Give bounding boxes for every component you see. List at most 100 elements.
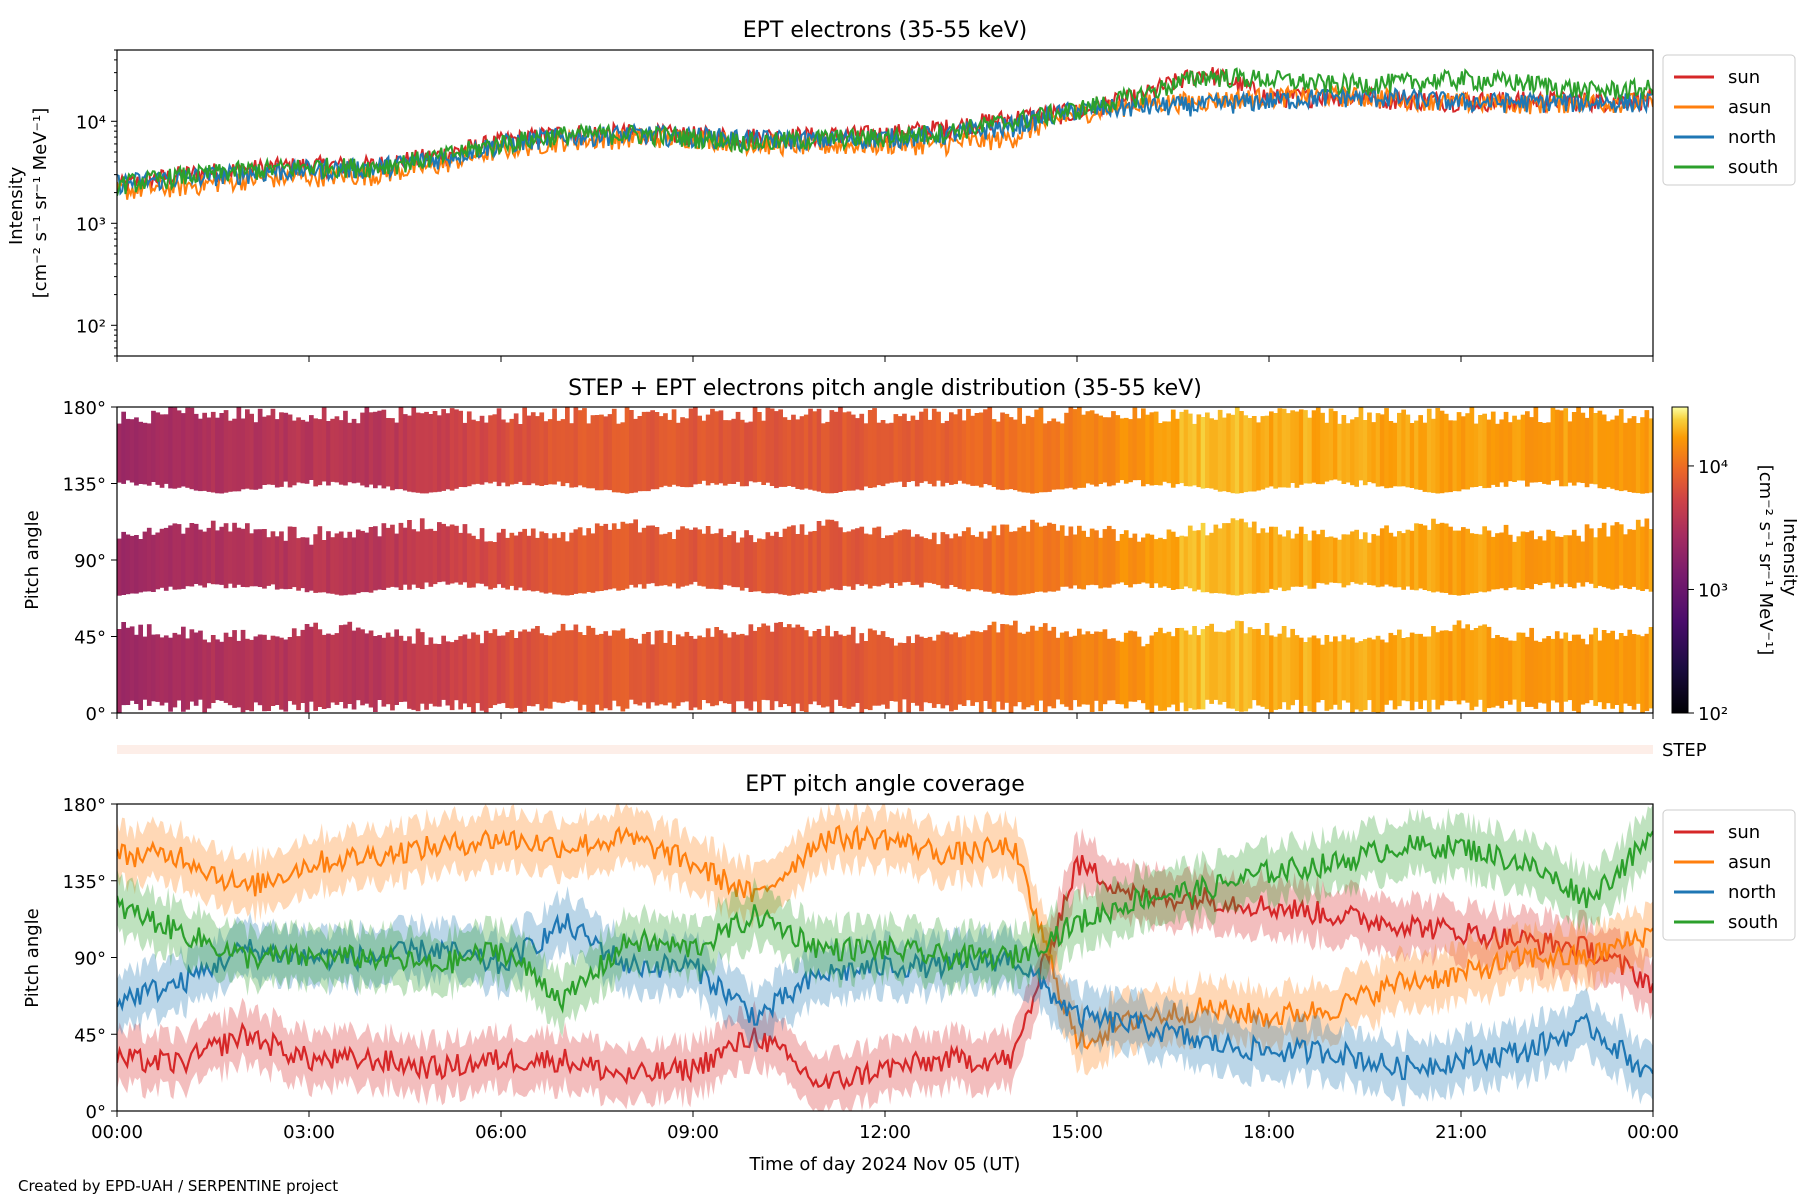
heatmap-cell	[249, 639, 254, 712]
heatmap-cell	[1200, 417, 1206, 489]
heatmap-cell	[1414, 633, 1419, 702]
heatmap-cell	[833, 411, 839, 493]
heatmap-cell	[1635, 634, 1641, 704]
heatmap-cell	[1435, 408, 1441, 494]
heatmap-cell	[1264, 623, 1270, 710]
heatmap-cell	[1554, 409, 1560, 481]
heatmap-cell	[330, 634, 335, 703]
heatmap-cell	[1217, 631, 1223, 705]
coverage-legend-label-sun: sun	[1728, 822, 1760, 843]
heatmap-cell	[1388, 632, 1394, 701]
heatmap-cell	[518, 631, 523, 713]
heatmap-cell	[573, 407, 579, 488]
heatmap-cell	[1222, 523, 1227, 594]
heatmap-cell	[1187, 525, 1193, 589]
heatmap-cell	[543, 533, 549, 594]
heatmap-cell	[582, 535, 587, 594]
heatmap-cell	[526, 535, 532, 591]
heatmap-cell	[1000, 524, 1005, 595]
heatmap-cell	[906, 421, 911, 482]
heatmap-cell	[594, 523, 600, 592]
heatmap-cell	[1490, 638, 1496, 708]
heatmap-cell	[1499, 419, 1505, 483]
colorbar-label-line2: [cm⁻² s⁻¹ sr⁻¹ MeV⁻¹]	[1755, 465, 1776, 656]
heatmap-cell	[424, 644, 429, 710]
heatmap-cell	[978, 531, 984, 591]
heatmap-cell	[838, 634, 843, 706]
heatmap-cell	[1405, 529, 1411, 587]
heatmap-cell	[795, 624, 801, 704]
heatmap-cell	[1537, 422, 1543, 482]
heatmap-cell	[304, 421, 310, 484]
heatmap-cell	[287, 414, 293, 488]
heatmap-cell	[722, 420, 728, 486]
heatmap-cell	[1512, 640, 1517, 700]
heatmap-cell	[1388, 532, 1394, 587]
heatmap-cell	[846, 634, 852, 709]
heatmap-cell	[769, 631, 775, 711]
heatmap-cell	[1644, 518, 1650, 590]
heatmap-cell	[390, 636, 395, 711]
heatmap-cell	[1102, 629, 1108, 705]
coverage-series-north	[117, 913, 1653, 1081]
heatmap-cell	[1371, 534, 1377, 586]
heatmap-cell	[1196, 414, 1202, 488]
heatmap-cell	[1490, 411, 1496, 485]
heatmap-cell	[1576, 634, 1581, 713]
heatmap-cell	[1589, 528, 1594, 584]
heatmap-cell	[1567, 421, 1573, 483]
heatmap-cell	[1128, 537, 1133, 588]
heatmap-cell	[368, 630, 374, 708]
heatmap-cell	[859, 413, 865, 491]
heatmap-cell	[117, 629, 122, 713]
heatmap-cell	[121, 531, 126, 595]
heatmap-cell	[159, 528, 165, 588]
heatmap-cell	[215, 639, 220, 701]
heatmap-cell	[236, 407, 242, 492]
y-tick-label: 10²	[76, 316, 106, 337]
heatmap-cell	[710, 408, 715, 484]
heatmap-cell	[607, 635, 613, 711]
heatmap-cell	[675, 422, 681, 487]
heatmap-cell	[168, 637, 173, 712]
heatmap-cell	[151, 534, 156, 592]
heatmap-cell	[437, 522, 442, 583]
heatmap-cell	[663, 413, 668, 486]
heatmap-cell	[364, 532, 370, 593]
heatmap-cell	[658, 630, 664, 705]
heatmap-cell	[1358, 407, 1364, 481]
heatmap-cell	[1614, 415, 1620, 491]
heatmap-cell	[1004, 524, 1010, 595]
heatmap-cell	[1251, 416, 1257, 492]
heatmap-cell	[842, 635, 847, 708]
heatmap-cell	[914, 419, 920, 487]
heatmap-cell	[560, 419, 566, 487]
heatmap-cell	[1307, 417, 1313, 484]
heatmap-cell	[1465, 624, 1470, 703]
heatmap-cell	[287, 526, 293, 589]
heatmap-cell	[449, 524, 455, 584]
heatmap-cell	[355, 627, 361, 701]
heatmap-cell	[1059, 423, 1065, 490]
heatmap-cell	[1341, 634, 1347, 701]
heatmap-cell	[492, 542, 498, 588]
heatmap-cell	[599, 633, 604, 711]
heatmap-cell	[953, 632, 958, 710]
heatmap-cell	[748, 535, 754, 592]
heatmap-cell	[693, 407, 698, 485]
heatmap-cell	[611, 523, 617, 589]
heatmap-cell	[1371, 422, 1377, 484]
heatmap-cell	[159, 414, 165, 488]
heatmap-cell	[1350, 531, 1355, 583]
heatmap-cell	[1072, 409, 1078, 490]
heatmap-cell	[633, 418, 638, 493]
heatmap-cell	[1426, 408, 1432, 493]
heatmap-cell	[1226, 413, 1231, 493]
intensity-ylabel-line1: Intensity	[6, 166, 27, 245]
heatmap-cell	[1379, 528, 1385, 587]
heatmap-cell	[1243, 522, 1249, 594]
heatmap-cell	[680, 526, 685, 587]
heatmap-cell	[385, 527, 391, 588]
heatmap-cell	[163, 414, 169, 484]
heatmap-cell	[727, 535, 732, 586]
